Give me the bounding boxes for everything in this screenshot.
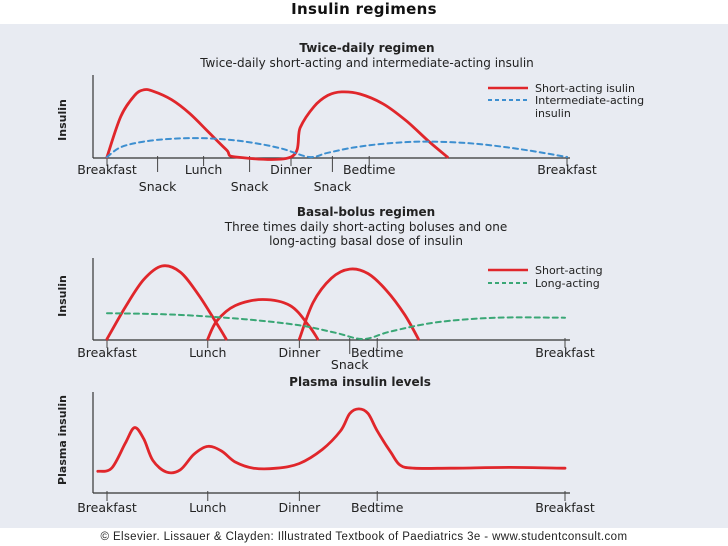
series-line (105, 88, 449, 161)
y-axis-label: Insulin (56, 99, 69, 141)
x-tick-label: Bedtime (351, 500, 404, 515)
x-tick-label: Dinner (278, 500, 321, 515)
legend: Short-acting Long-acting (488, 264, 603, 290)
legend-label-intermediate-acting: Intermediate-acting insulin (535, 94, 648, 120)
legend-label-short-acting: Short-acting isulin (535, 82, 635, 95)
x-tick-label: Dinner (278, 345, 321, 360)
series-line (206, 298, 320, 341)
x-ticks: BreakfastSnackLunchSnackDinnerSnackBedti… (77, 156, 597, 194)
series-line (96, 407, 567, 475)
chart-subtitle-line-2: long-acting basal dose of insulin (269, 234, 463, 248)
x-tick-label: Breakfast (535, 345, 595, 360)
legend: Short-acting isulin Intermediate-acting … (488, 82, 648, 120)
x-tick-label: Snack (139, 179, 177, 194)
x-tick-label: Breakfast (77, 162, 137, 177)
x-tick-label: Breakfast (537, 162, 597, 177)
y-axis-label: Insulin (56, 275, 69, 317)
legend-label-short-acting: Short-acting (535, 264, 603, 277)
x-tick-label: Snack (231, 179, 269, 194)
y-axis-label: Plasma insulin (56, 395, 69, 485)
x-tick-label: Breakfast (77, 345, 137, 360)
chart-twice-daily: Twice-daily regimen Twice-daily short-ac… (56, 41, 648, 194)
x-tick-label: Bedtime (343, 162, 396, 177)
series-line (106, 312, 566, 341)
x-tick-label: Snack (331, 357, 369, 372)
x-tick-label: Snack (314, 179, 352, 194)
footer-credit: © Elsevier. Lissauer & Clayden: Illustra… (100, 531, 628, 543)
series-group (105, 264, 566, 341)
chart-title: Plasma insulin levels (289, 375, 431, 389)
series-group (105, 88, 568, 161)
page-title: Insulin regimens (291, 0, 437, 18)
chart-title: Twice-daily regimen (299, 41, 434, 55)
legend-label-line-2: insulin (535, 107, 571, 120)
chart-plasma-insulin: Plasma insulin levels Plasma insulin Bre… (56, 375, 595, 515)
chart-title: Basal-bolus regimen (297, 205, 435, 219)
series-line (298, 267, 420, 341)
x-tick-label: Breakfast (77, 500, 137, 515)
series-line (105, 264, 228, 341)
legend-label-long-acting: Long-acting (535, 277, 600, 290)
figure-panel (0, 24, 728, 528)
series-line (106, 137, 568, 159)
series-group (96, 407, 567, 475)
x-tick-label: Bedtime (351, 345, 404, 360)
chart-basal-bolus: Basal-bolus regimen Three times daily sh… (56, 205, 603, 372)
x-tick-label: Lunch (185, 162, 222, 177)
x-tick-label: Lunch (189, 500, 226, 515)
x-tick-label: Breakfast (535, 500, 595, 515)
legend-label-line-1: Intermediate-acting (535, 94, 644, 107)
x-tick-label: Dinner (270, 162, 313, 177)
x-tick-label: Lunch (189, 345, 226, 360)
chart-subtitle-line-1: Three times daily short-acting boluses a… (224, 220, 507, 234)
chart-subtitle: Twice-daily short-acting and intermediat… (199, 56, 534, 70)
x-ticks: Breakfast Lunch Dinner Bedtime Breakfast (77, 491, 595, 515)
